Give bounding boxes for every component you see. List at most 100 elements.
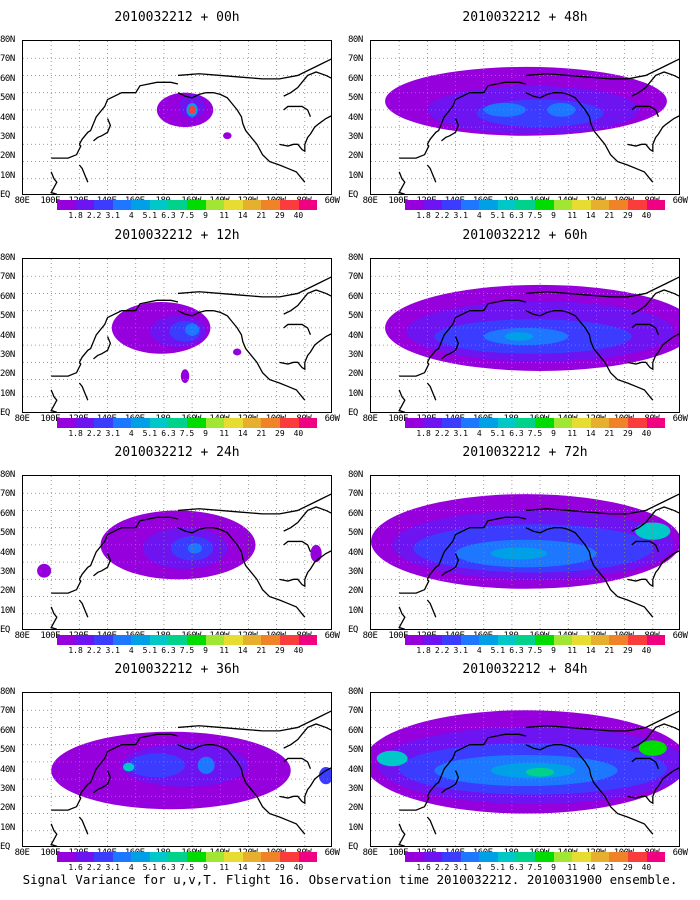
colorbar-swatch <box>149 852 169 862</box>
colorbar-tick-label: 11 <box>567 646 577 655</box>
variance-blob <box>223 132 232 140</box>
colorbar-tick-label: 4 <box>476 863 482 872</box>
colorbar-tick-label: 2.2 <box>434 646 450 655</box>
colorbar-tick-label: 9 <box>551 429 556 438</box>
colorbar-tick-label: 2.2 <box>86 863 102 872</box>
lat-tick-label: 40N <box>348 330 363 341</box>
colorbar <box>57 635 318 645</box>
lon-tick-label: 100E <box>40 848 61 858</box>
coastline <box>399 795 430 811</box>
coastline <box>177 710 331 732</box>
lon-tick-label: 100E <box>388 414 409 424</box>
coastline <box>631 540 660 553</box>
colorbar-swatch <box>405 635 424 645</box>
colorbar-swatch <box>112 418 132 428</box>
colorbar-swatch <box>497 418 517 428</box>
colorbar-swatch <box>205 635 225 645</box>
variance-blob <box>310 544 322 563</box>
coastline <box>525 710 679 732</box>
colorbar-tick-label: 9 <box>203 429 208 438</box>
colorbar-swatch <box>460 200 480 210</box>
lat-tick-label: 10N <box>0 822 15 833</box>
coastline <box>279 550 331 588</box>
colorbar-tick-label: 11 <box>567 863 577 872</box>
colorbar-swatch <box>627 200 647 210</box>
map-plot <box>23 259 331 412</box>
coastline <box>78 775 95 797</box>
lat-tick-label: EQ <box>0 190 10 200</box>
colorbar-swatch <box>590 852 610 862</box>
colorbar-swatch <box>646 635 666 645</box>
colorbar-tick-label: 6.3 <box>509 429 524 438</box>
colorbar-tick-label: 29 <box>275 429 285 438</box>
lat-tick-label: 70N <box>0 54 15 65</box>
coastline <box>440 299 527 342</box>
colorbar-tick-label: 21 <box>604 646 615 655</box>
variance-blob <box>490 547 548 560</box>
colorbar-swatch <box>516 635 536 645</box>
map-panel <box>22 258 332 413</box>
map-panel <box>370 258 680 413</box>
colorbar-swatch <box>479 200 498 210</box>
colorbar-tick-label: 14 <box>237 429 248 438</box>
lon-tick-label: 80E <box>14 196 30 206</box>
lat-tick-label: 20N <box>348 803 363 814</box>
colorbar-tick-label: 7.5 <box>179 646 195 655</box>
colorbar <box>57 200 318 210</box>
colorbar-tick-label: 7.5 <box>527 211 543 220</box>
colorbar-tick-label: 14 <box>585 211 596 220</box>
colorbar-tick-label: 1.8 <box>416 646 431 655</box>
colorbar-tick-label: 11 <box>219 863 229 872</box>
variance-blob <box>197 756 215 774</box>
coastline <box>398 606 406 629</box>
coastline <box>426 558 443 580</box>
lat-tick-label: 80N <box>0 253 15 263</box>
coastline <box>631 723 679 749</box>
colorbar-tick-label: 5.1 <box>490 429 506 438</box>
coastline <box>398 823 406 846</box>
map-plot <box>371 259 679 412</box>
coastline <box>398 389 406 412</box>
colorbar-swatch <box>516 200 536 210</box>
colorbar <box>405 418 666 428</box>
colorbar-tick-label: 1.8 <box>68 211 83 220</box>
colorbar-tick-label: 21 <box>604 863 615 872</box>
lat-tick-label: 50N <box>348 528 363 539</box>
coastline <box>78 382 89 401</box>
lat-tick-label: EQ <box>0 408 10 418</box>
colorbar-tick-label: 9 <box>551 211 556 220</box>
lat-tick-label: 80N <box>348 253 363 263</box>
colorbar-tick-label: 21 <box>256 646 267 655</box>
coastline <box>283 323 312 336</box>
colorbar-swatch <box>187 200 206 210</box>
colorbar-tick-label: 7.5 <box>527 429 543 438</box>
colorbar-swatch <box>590 418 610 428</box>
colorbar-swatch <box>479 852 498 862</box>
colorbar-tick-label: 7.5 <box>179 429 195 438</box>
colorbar-swatch <box>423 200 443 210</box>
colorbar-swatch <box>516 852 536 862</box>
panel-title: 2010032212 + 12h <box>114 228 240 243</box>
coastline <box>177 92 306 183</box>
lat-tick-label: 60N <box>348 73 363 84</box>
colorbar-swatch <box>261 200 280 210</box>
coastline <box>51 143 82 159</box>
colorbar-swatch <box>479 418 498 428</box>
colorbar-tick-label: 9 <box>551 863 556 872</box>
colorbar-swatch <box>442 418 461 428</box>
lon-tick-label: 100E <box>388 196 409 206</box>
lat-tick-label: 20N <box>0 586 15 597</box>
variance-blob <box>638 740 667 756</box>
colorbar-tick-label: 40 <box>641 863 652 872</box>
coastline <box>627 550 679 588</box>
variance-blob <box>123 762 135 772</box>
colorbar-tick-label: 9 <box>203 646 208 655</box>
lon-tick-label: 80E <box>362 848 378 858</box>
colorbar-swatch <box>298 852 318 862</box>
colorbar-swatch <box>460 418 480 428</box>
colorbar-tick-label: 5.1 <box>490 863 506 872</box>
colorbar-swatch <box>187 418 206 428</box>
colorbar-swatch <box>279 418 299 428</box>
coastline <box>440 81 527 124</box>
lat-tick-label: 50N <box>348 311 363 322</box>
